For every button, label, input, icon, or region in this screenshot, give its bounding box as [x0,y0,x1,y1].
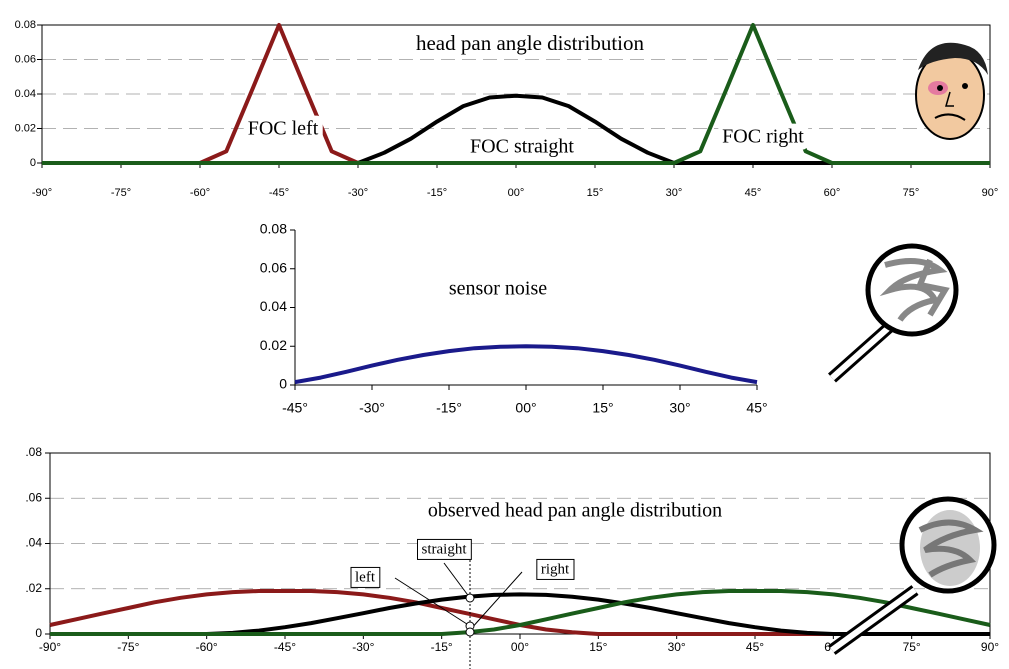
x-tick-label: 30° [669,400,690,416]
y-tick-label: 0.02 [260,337,287,353]
x-tick-label: -90° [39,640,61,654]
chart-title: observed head pan angle distribution [428,500,722,522]
x-tick-label: 45° [746,400,767,416]
x-tick-label: 00° [508,187,525,199]
x-tick-label: -75° [117,640,139,654]
x-tick-label: 15° [587,187,604,199]
x-tick-label: 30° [666,187,683,199]
x-tick-label: 45° [745,187,762,199]
series-line [50,592,990,636]
series-label: FOC right [722,126,804,148]
x-tick-label: 00° [511,640,529,654]
y-tick-label: .08 [25,445,42,459]
series-label: straight [422,541,468,557]
x-tick-label: -30° [352,640,374,654]
y-tick-label: 0.08 [15,19,36,31]
x-tick-label: 00° [515,400,536,416]
x-tick-label: -45° [274,640,296,654]
x-tick-label: -45° [282,400,308,416]
x-tick-label: -15° [431,640,453,654]
x-tick-label: -30° [359,400,385,416]
x-tick-label: -75° [111,187,131,199]
callout-box [350,566,381,588]
x-tick-label: 30° [668,640,686,654]
x-tick-label: -15° [427,187,447,199]
label-background [243,115,323,142]
series-line [42,23,990,165]
magnifier-icon [828,243,959,383]
magnified-face-icon [828,496,997,655]
x-tick-label: -15° [436,400,462,416]
x-tick-label: 75° [903,640,921,654]
x-tick-label: -45° [269,187,289,199]
y-tick-label: 0.06 [15,53,36,65]
x-tick-label: -60° [196,640,218,654]
series-label: FOC straight [470,136,574,158]
chart-title: head pan angle distribution [416,31,645,55]
charts: 00.020.040.060.08-90° -75° -60° -45° -30° -15… [15,19,1000,654]
callout-box [417,538,472,560]
x-tick-label: 60° [824,187,841,199]
y-tick-label: 0 [30,157,36,169]
y-tick-label: .06 [25,490,42,504]
x-tick-label: -90° [32,187,52,199]
x-tick-label: -60° [190,187,210,199]
y-tick-label: 0.06 [260,259,287,275]
y-tick-label: .02 [25,581,42,595]
x-tick-label: 90° [981,640,999,654]
label-background [718,123,809,150]
y-tick-label: 0.04 [15,88,36,100]
y-tick-label: 0 [35,626,42,640]
x-tick-label: 15° [589,640,607,654]
y-tick-label: .04 [25,536,42,550]
x-tick-label: 15° [592,400,613,416]
y-tick-label: 0 [279,376,287,392]
x-tick-label: 75° [903,187,920,199]
y-tick-label: 0.02 [15,122,36,134]
face-icon [915,42,988,140]
observation-marker [394,560,523,669]
x-tick-label: -30° [348,187,368,199]
label-background [466,133,579,160]
series-label: right [541,561,570,577]
y-tick-label: 0.08 [260,221,287,237]
x-tick-label: 90° [982,187,999,199]
callout-box [536,558,575,580]
series-label: FOC left [248,118,319,140]
series-line [50,589,991,636]
series-label: left [355,569,376,585]
series-line [294,344,758,385]
y-tick-label: 0.04 [260,298,287,314]
chart-title: sensor noise [449,278,547,300]
x-tick-label: 45° [746,640,764,654]
